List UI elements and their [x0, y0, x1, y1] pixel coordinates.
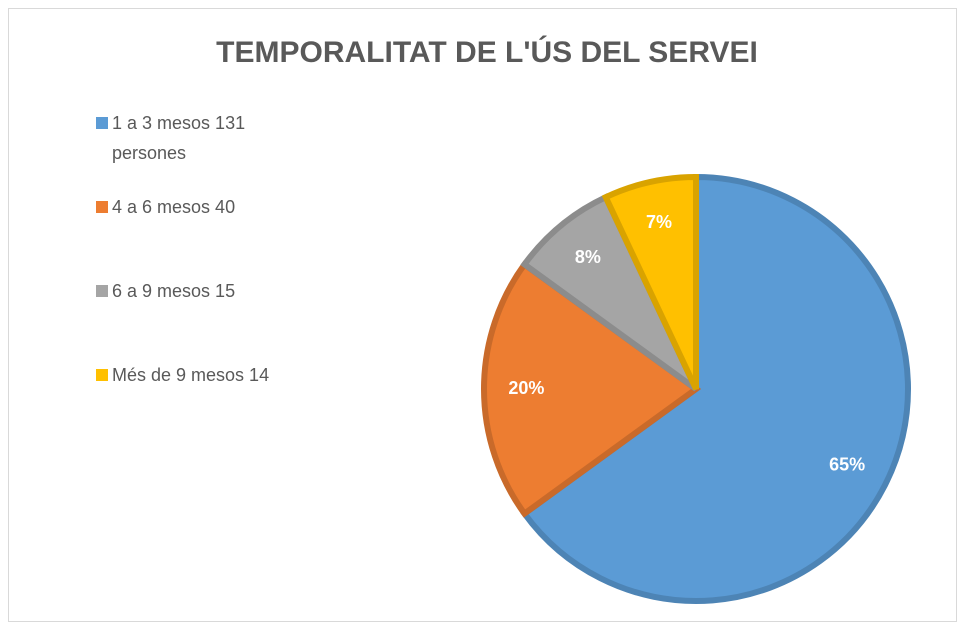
legend-item: Més de 9 mesos 14 — [96, 360, 306, 390]
chart-title: TEMPORALITAT DE L'ÚS DEL SERVEI — [216, 35, 758, 69]
legend-item: 4 a 6 mesos 40 — [96, 192, 306, 222]
pie-slice — [520, 173, 911, 604]
pie-slice — [481, 260, 702, 518]
legend-item: 6 a 9 mesos 15 — [96, 276, 306, 306]
legend-label: 1 a 3 mesos 131 persones — [112, 113, 246, 163]
legend-swatch — [96, 201, 108, 213]
legend-label: Més de 9 mesos 14 — [112, 365, 270, 385]
legend-label: 6 a 9 mesos 15 — [112, 281, 236, 301]
legend-swatch — [96, 285, 108, 297]
data-label: 7% — [646, 212, 672, 232]
data-label: 65% — [829, 455, 865, 475]
legend-item: 1 a 3 mesos 131 persones — [96, 108, 306, 168]
legend-swatch — [96, 369, 108, 381]
data-label: 8% — [575, 247, 601, 267]
legend-label: 4 a 6 mesos 40 — [112, 197, 236, 217]
data-label: 20% — [508, 378, 544, 398]
pie-slice — [601, 173, 699, 391]
legend-swatch — [96, 117, 108, 129]
